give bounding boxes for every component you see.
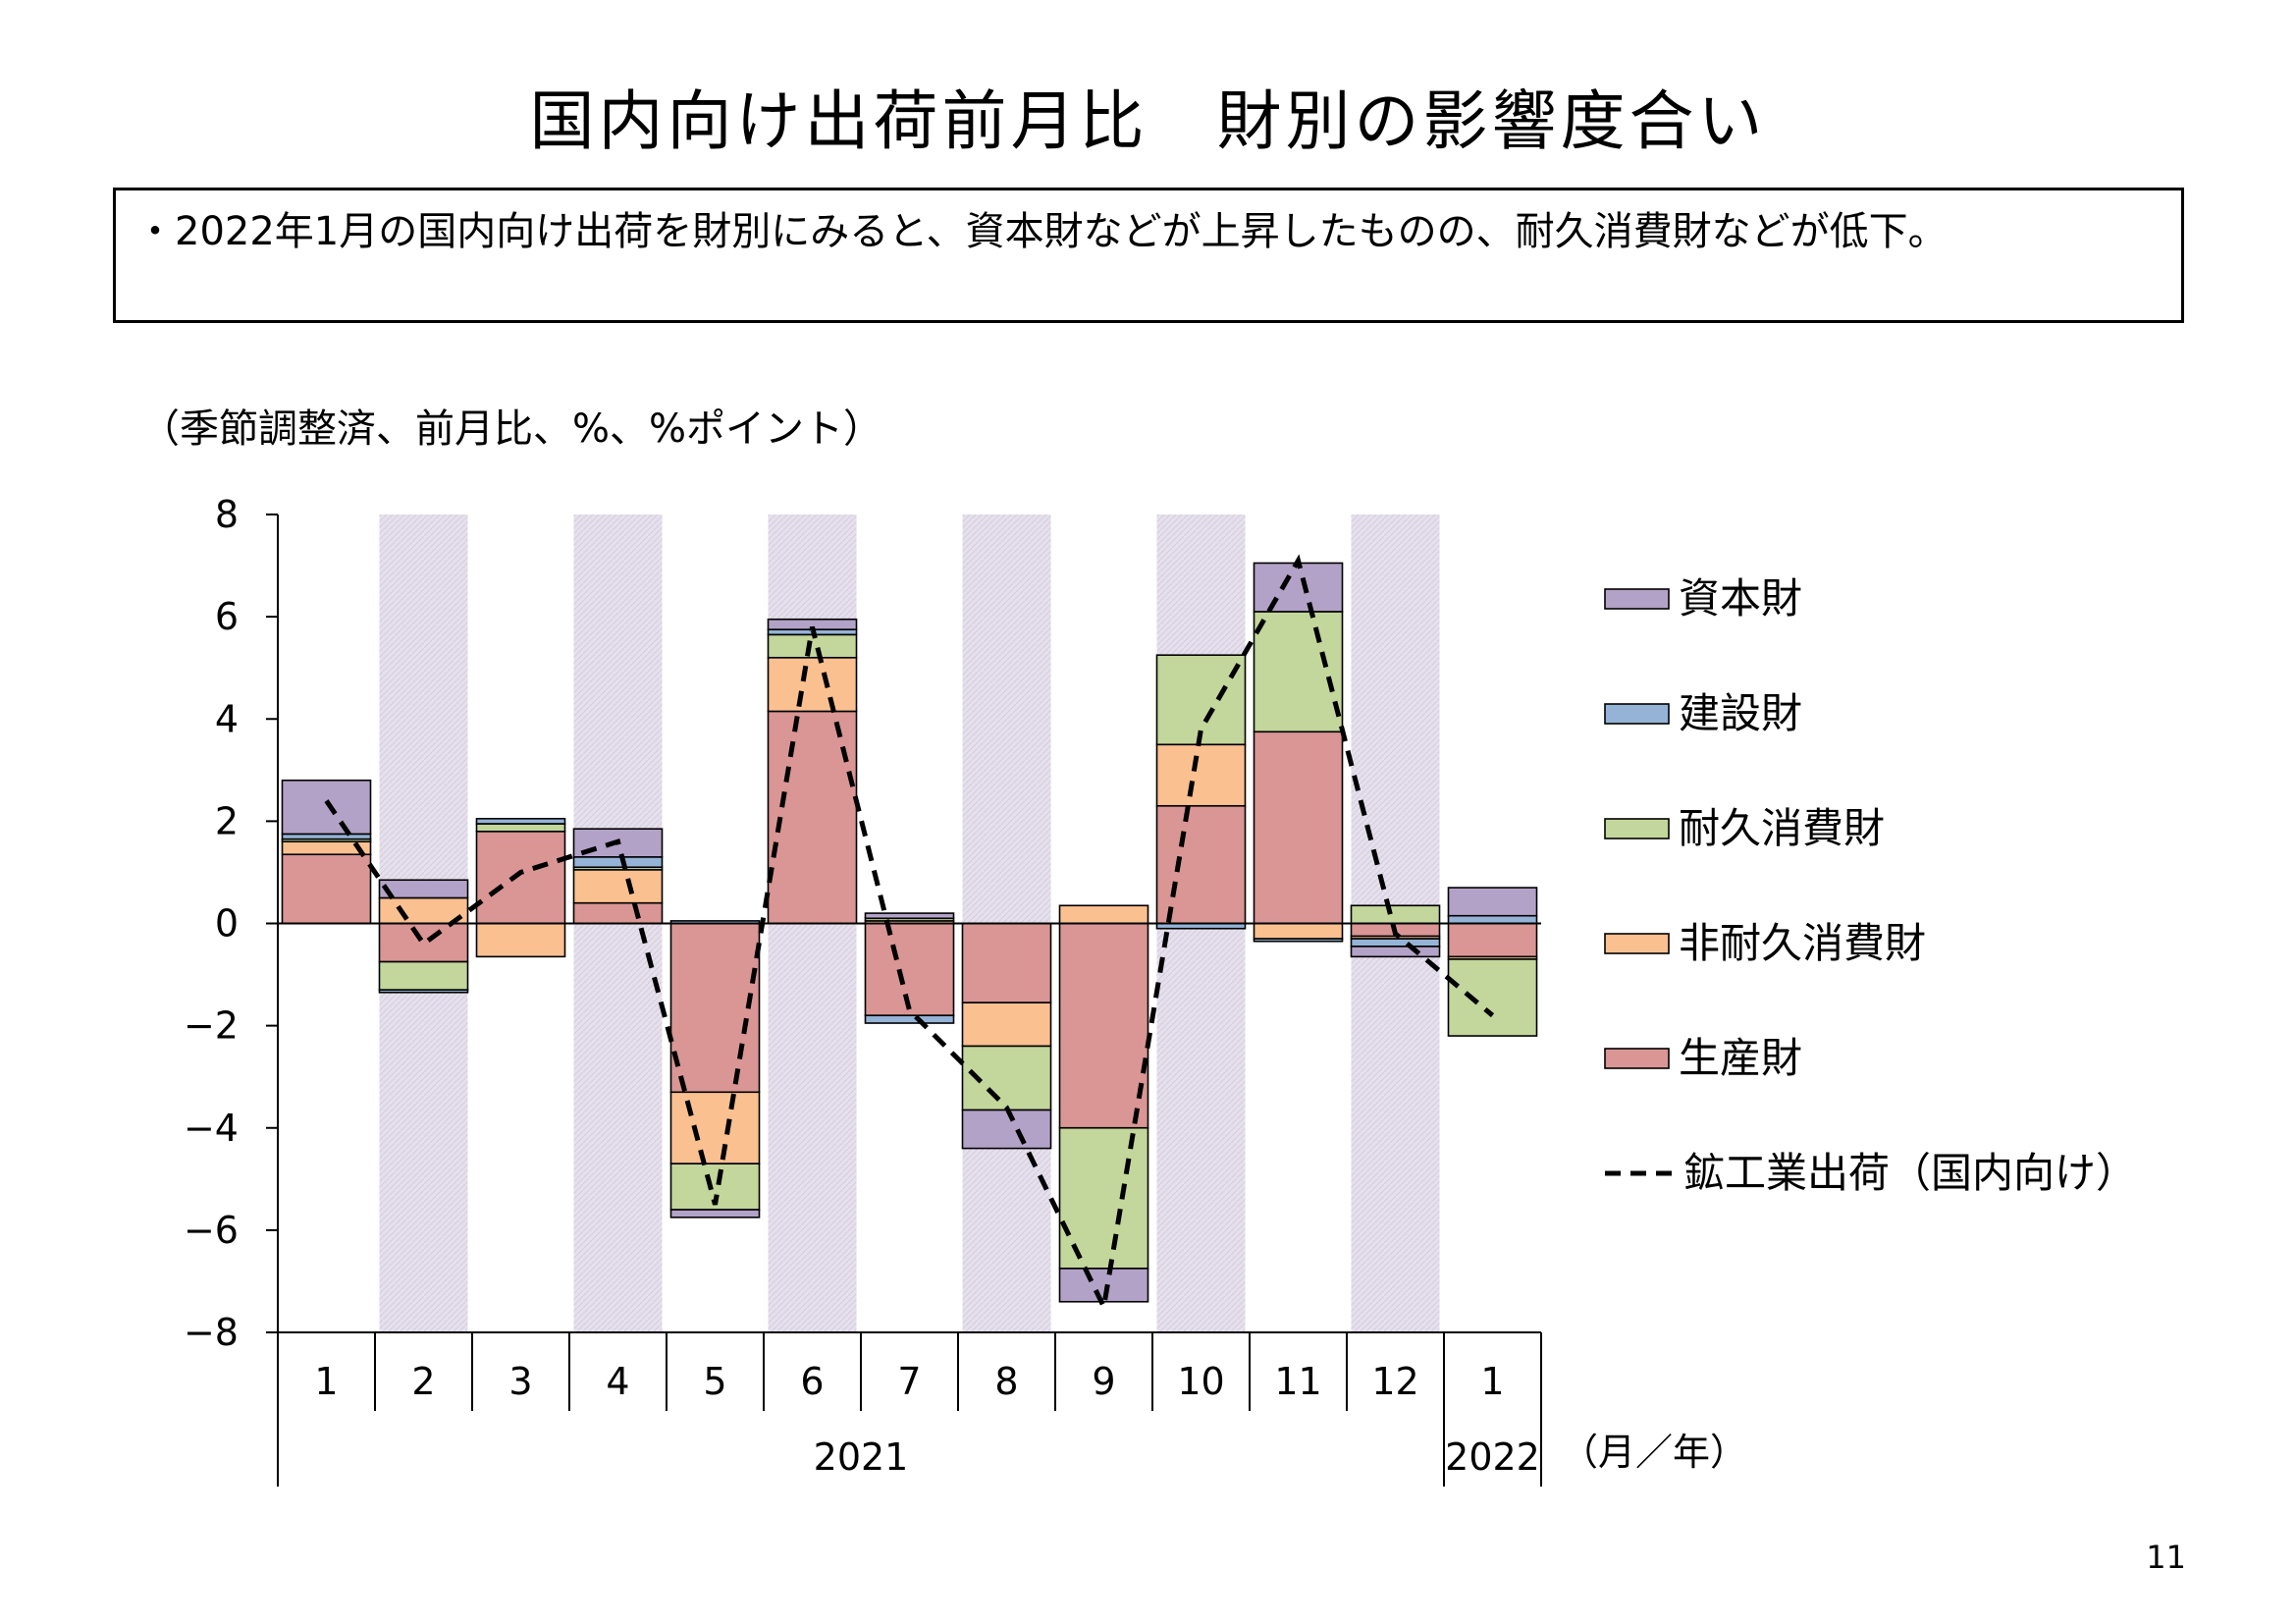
legend-swatch-capital — [1604, 588, 1670, 610]
y-tick-label: −2 — [184, 1004, 239, 1048]
bar-production-4 — [669, 922, 761, 1094]
x-tick-label: 9 — [1092, 1360, 1115, 1403]
bar-production-12 — [1447, 922, 1538, 958]
bar-capital-0 — [281, 779, 372, 836]
bar-capital-11 — [1350, 946, 1441, 958]
bar-construction-10 — [1253, 938, 1344, 943]
y-tick-label: −6 — [184, 1209, 239, 1252]
bar-construction-6 — [864, 1014, 955, 1024]
y-tick-label: 2 — [215, 799, 239, 842]
x-tick-label: 5 — [703, 1360, 726, 1403]
x-tick-label: 10 — [1177, 1360, 1224, 1403]
legend-label: 耐久消費財 — [1679, 804, 1885, 852]
legend-label: 資本財 — [1679, 574, 1802, 623]
legend-label: 非耐久消費財 — [1679, 919, 1926, 967]
bar-production-2 — [475, 830, 566, 925]
bar-nondurable-10 — [1253, 922, 1344, 940]
bar-production-1 — [378, 922, 469, 963]
bar-nondurable-7 — [961, 1001, 1052, 1048]
bar-capital-7 — [961, 1109, 1052, 1150]
bar-durable-10 — [1253, 611, 1344, 733]
legend-label: 鉱工業出荷（国内向け） — [1683, 1149, 2137, 1197]
bar-nondurable-4 — [669, 1091, 761, 1164]
bar-durable-9 — [1155, 654, 1247, 746]
bar-production-8 — [1058, 922, 1149, 1129]
y-tick-label: 4 — [215, 697, 239, 740]
bar-construction-2 — [475, 817, 566, 825]
x-tick-label: 1 — [1480, 1360, 1504, 1403]
bar-durable-5 — [767, 633, 858, 659]
year-label: 2021 — [814, 1435, 909, 1479]
y-tick-label: −8 — [184, 1311, 239, 1354]
x-tick-label: 12 — [1371, 1360, 1418, 1403]
legend-label: 生産財 — [1679, 1034, 1802, 1082]
summary-box: ・2022年1月の国内向け出荷を財別にみると、資本財などが上昇したものの、耐久消… — [113, 188, 2184, 323]
bar-production-10 — [1253, 731, 1344, 925]
y-tick-label: 8 — [215, 493, 239, 536]
unit-label: （季節調整済、前月比、%、%ポイント） — [140, 406, 883, 452]
bar-production-7 — [961, 922, 1052, 1003]
bar-production-0 — [281, 853, 372, 925]
legend-swatch-production — [1604, 1048, 1670, 1069]
x-tick-label: 3 — [508, 1360, 532, 1403]
x-tick-label: 7 — [897, 1360, 921, 1403]
total-line — [324, 554, 1495, 1316]
x-tick-label: 6 — [800, 1360, 824, 1403]
x-tick-label: 11 — [1274, 1360, 1321, 1403]
legend-swatch-durable — [1604, 818, 1670, 839]
legend-swatch-construction — [1604, 703, 1670, 725]
y-tick-label: −4 — [184, 1107, 239, 1150]
y-tick-label: 0 — [215, 902, 239, 946]
bar-capital-10 — [1253, 562, 1344, 613]
x-tick-label: 4 — [606, 1360, 629, 1403]
bar-construction-11 — [1350, 938, 1441, 947]
bar-capital-6 — [864, 912, 955, 920]
x-tick-label: 2 — [411, 1360, 435, 1403]
y-tick-label: 6 — [215, 595, 239, 638]
bar-capital-4 — [669, 1209, 761, 1218]
page-title: 国内向け出荷前月比 財別の影響度合い — [529, 83, 1767, 159]
bar-capital-12 — [1447, 887, 1538, 917]
bar-nondurable-5 — [767, 656, 858, 713]
x-tick-label: 1 — [314, 1360, 338, 1403]
bar-durable-1 — [378, 960, 469, 991]
bar-capital-1 — [378, 879, 469, 899]
bar-production-3 — [572, 901, 664, 925]
bar-nondurable-8 — [1058, 904, 1149, 925]
x-axis-label: （月／年） — [1561, 1431, 1747, 1474]
x-tick-label: 8 — [994, 1360, 1018, 1403]
bar-construction-1 — [378, 989, 469, 994]
bar-nondurable-3 — [572, 869, 664, 904]
legend-swatch-nondurable — [1604, 933, 1670, 954]
bar-construction-3 — [572, 856, 664, 869]
bar-durable-11 — [1350, 904, 1441, 925]
year-label: 2022 — [1445, 1435, 1540, 1479]
page-number: 11 — [2146, 1539, 2186, 1576]
summary-text: ・2022年1月の国内向け出荷を財別にみると、資本財などが上昇したものの、耐久消… — [135, 209, 1948, 254]
bar-nondurable-2 — [475, 922, 566, 958]
bar-production-9 — [1155, 804, 1247, 925]
bar-durable-2 — [475, 823, 566, 833]
bar-nondurable-9 — [1155, 743, 1247, 807]
bar-production-6 — [864, 922, 955, 1017]
legend-label: 建設財 — [1679, 689, 1802, 737]
bar-construction-12 — [1447, 914, 1538, 925]
bar-durable-12 — [1447, 958, 1538, 1037]
bar-production-5 — [767, 710, 858, 925]
bar-nondurable-1 — [378, 896, 469, 925]
